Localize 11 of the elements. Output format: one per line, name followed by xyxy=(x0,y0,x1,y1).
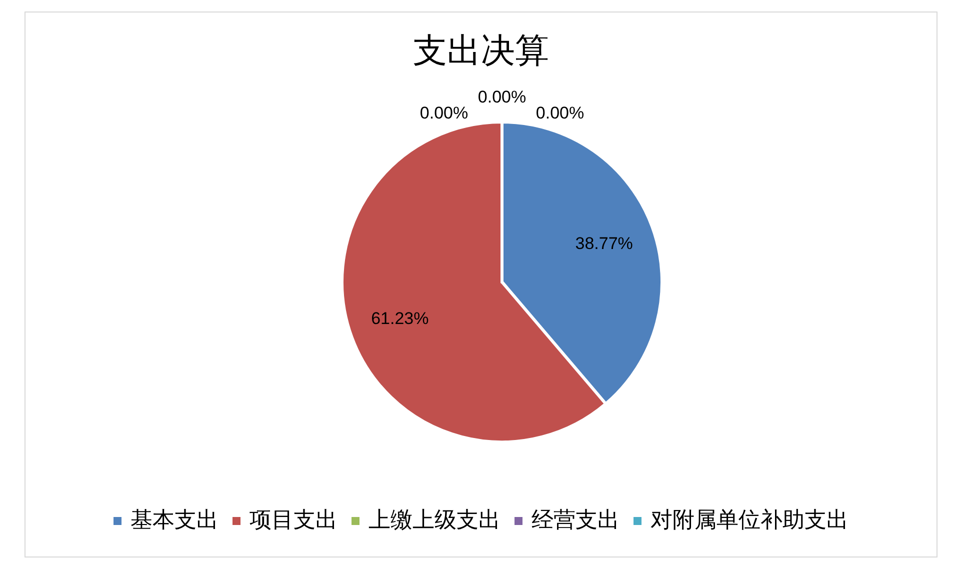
chart-title: 支出决算 xyxy=(413,31,549,71)
data-label: 61.23% xyxy=(371,309,429,328)
data-label: 38.77% xyxy=(575,234,633,253)
legend-label: 基本支出 xyxy=(130,508,218,534)
legend-label: 经营支出 xyxy=(532,508,620,534)
text: 0.00% xyxy=(478,87,526,106)
legend-label: 上缴上级支出 xyxy=(368,508,500,534)
text: 0.00% xyxy=(420,103,468,122)
text: 0.00% xyxy=(536,103,584,122)
legend-label: 对附属单位补助支出 xyxy=(650,508,848,534)
legend-label: 项目支出 xyxy=(250,508,338,534)
